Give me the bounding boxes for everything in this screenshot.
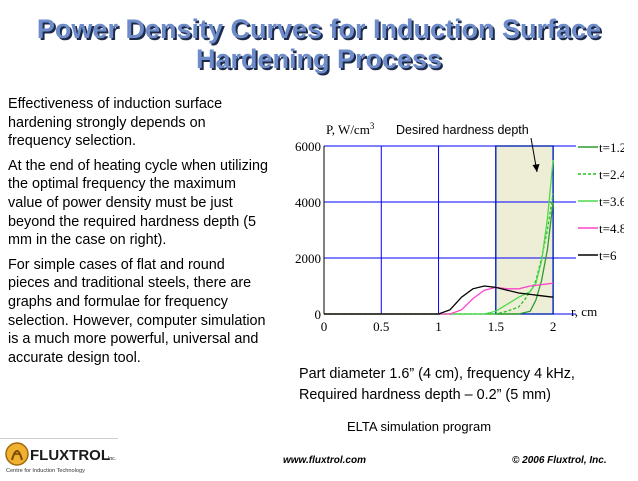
footer-copyright: © 2006 Fluxtrol, Inc.: [512, 455, 607, 466]
fluxtrol-logo-graphic: FLUXTROL Inc. Centre for Induction Techn…: [5, 442, 116, 474]
legend-label-3: t=4.8: [599, 221, 624, 236]
y-axis-label-superscript: 3: [370, 121, 375, 131]
legend-label-0: t=1.2: [599, 140, 624, 155]
power-density-chart: 0 2000 4000 6000 0 0.5 1 1.5 2 P, W/cm3 r, cm t=1.2…: [291, 114, 627, 346]
x-tick-label-1: 0.5: [373, 319, 389, 334]
y-tick-label-2: 4000: [295, 195, 321, 210]
legend-label-1: t=2.4: [599, 167, 624, 182]
legend-label-2: t=3.6: [599, 194, 624, 209]
legend-label-4: t=6: [599, 248, 617, 263]
x-tick-label-4: 2: [550, 319, 557, 334]
chart-svg: 0 2000 4000 6000 0 0.5 1 1.5 2 P, W/cm3 r, cm t=1.2…: [295, 121, 627, 334]
paragraph-optimal-frequency: At the end of heating cycle when utilizi…: [8, 157, 268, 249]
y-axis-label: P, W/cm3: [326, 121, 375, 137]
slide-title-line-1: Power Density Curves for Induction Surfa…: [36, 14, 602, 44]
elta-caption: ELTA simulation program: [347, 419, 492, 434]
logo-text: FLUXTROL: [30, 447, 110, 464]
body-text: Effectiveness of induction surface harde…: [8, 95, 270, 373]
series-line-t-3-6: [324, 159, 554, 315]
y-tick-label-3: 6000: [295, 139, 321, 154]
logo-suffix: Inc.: [108, 456, 116, 462]
x-tick-label-0: 0: [321, 319, 328, 334]
x-tick-label-3: 1.5: [488, 319, 504, 334]
slide-title-line-2: Hardening Process: [195, 44, 443, 74]
series-line-t-6: [324, 285, 554, 315]
footer-divider: [0, 438, 118, 439]
annotation-label: Desired hardness depth: [396, 123, 529, 137]
annotation-background: [392, 122, 550, 139]
paragraph-simulation: For simple cases of flat and round piece…: [8, 256, 266, 366]
slide-title: Power Density Curves for Induction Surfa…: [10, 14, 628, 74]
y-tick-label-1: 2000: [295, 251, 321, 266]
logo-tagline: Centre for Induction Technology: [6, 468, 85, 474]
footer-url: www.fluxtrol.com: [283, 455, 366, 466]
part-info-line-1: Part diameter 1.6” (4 cm), frequency 4 k…: [299, 366, 575, 382]
x-tick-label-2: 1: [435, 319, 442, 334]
hardness-depth-region: [495, 145, 554, 315]
fluxtrol-logo: FLUXTROL Inc. Centre for Induction Techn…: [4, 440, 122, 476]
annotation-arrow-head: [532, 164, 540, 172]
paragraph-effectiveness: Effectiveness of induction surface harde…: [8, 96, 223, 150]
x-axis-label: r, cm: [571, 304, 597, 319]
y-tick-label-0: 0: [315, 307, 322, 322]
part-info-line-2: Required hardness depth – 0.2” (5 mm): [299, 387, 551, 403]
